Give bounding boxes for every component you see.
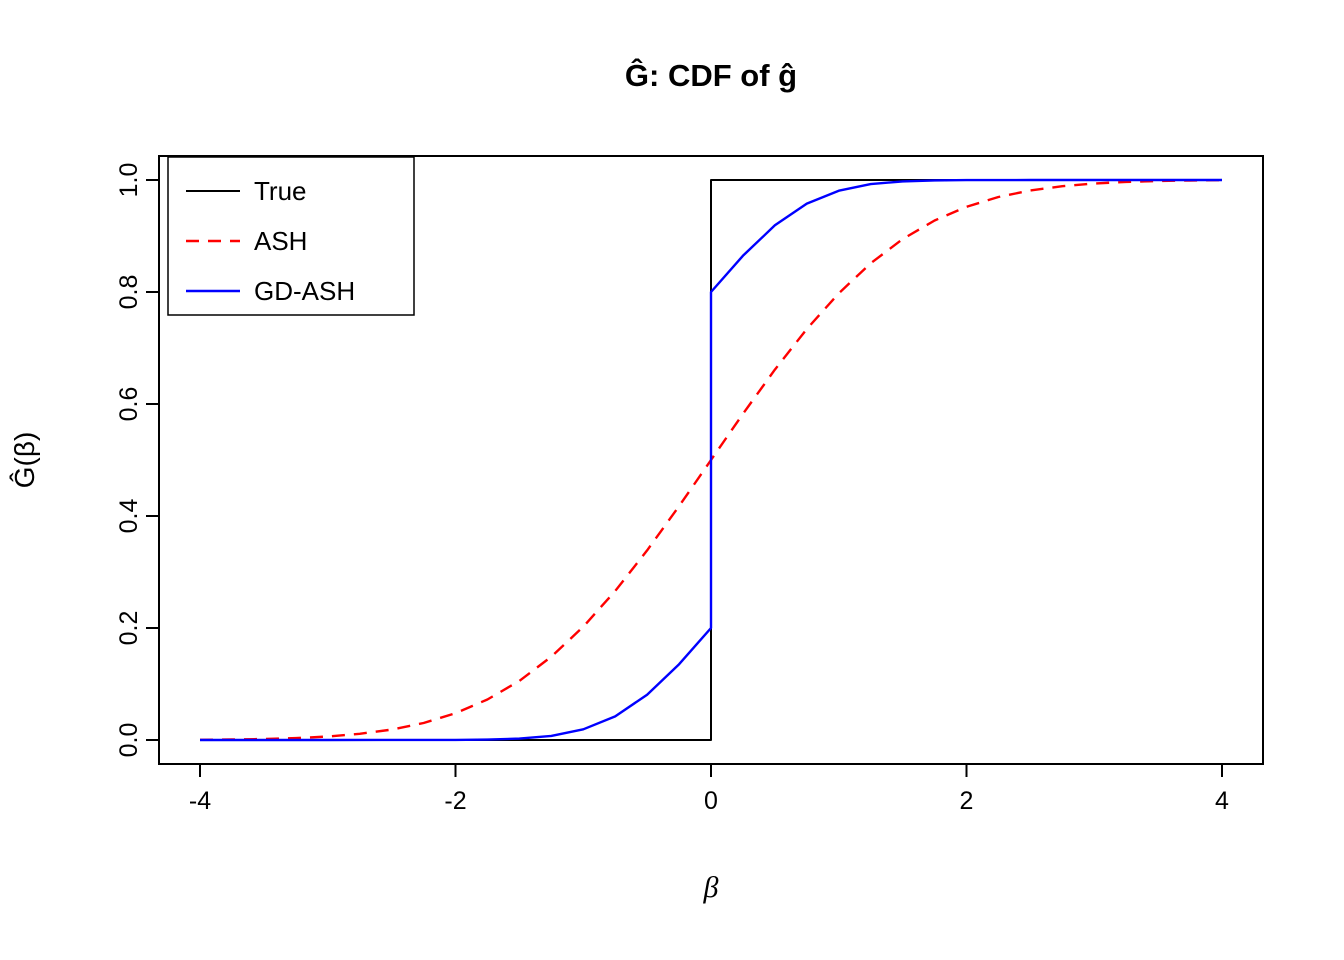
legend-label: GD-ASH: [254, 276, 355, 306]
x-tick-label: 2: [960, 787, 974, 815]
x-axis-label: β: [703, 871, 719, 904]
legend-label: True: [254, 176, 307, 206]
series-line-gd-ash: [200, 178, 1222, 742]
y-axis-ticks: 0.0 0.2 0.4 0.6 0.8 1.0: [115, 163, 159, 758]
y-tick-label: 0.0: [115, 723, 143, 758]
y-axis-label: Ĝ(β): [9, 432, 40, 489]
y-tick-label: 0.6: [115, 387, 143, 422]
y-tick-label: 0.8: [115, 275, 143, 310]
y-tick-label: 0.4: [115, 499, 143, 534]
x-tick-label: 0: [704, 787, 718, 815]
x-tick-label: 4: [1215, 787, 1229, 815]
x-axis-ticks: -4 -2 0 2 4: [189, 764, 1229, 815]
legend-label: ASH: [254, 226, 307, 256]
y-tick-label: 1.0: [115, 163, 143, 198]
plot-title: Ĝ: CDF of ĝ: [625, 57, 797, 93]
legend: True ASH GD-ASH: [167, 156, 415, 316]
series-group: [199, 178, 1223, 742]
x-tick-label: -4: [189, 787, 211, 815]
y-tick-label: 0.2: [115, 611, 143, 646]
x-tick-label: -2: [444, 787, 466, 815]
legend-box: [167, 156, 415, 316]
